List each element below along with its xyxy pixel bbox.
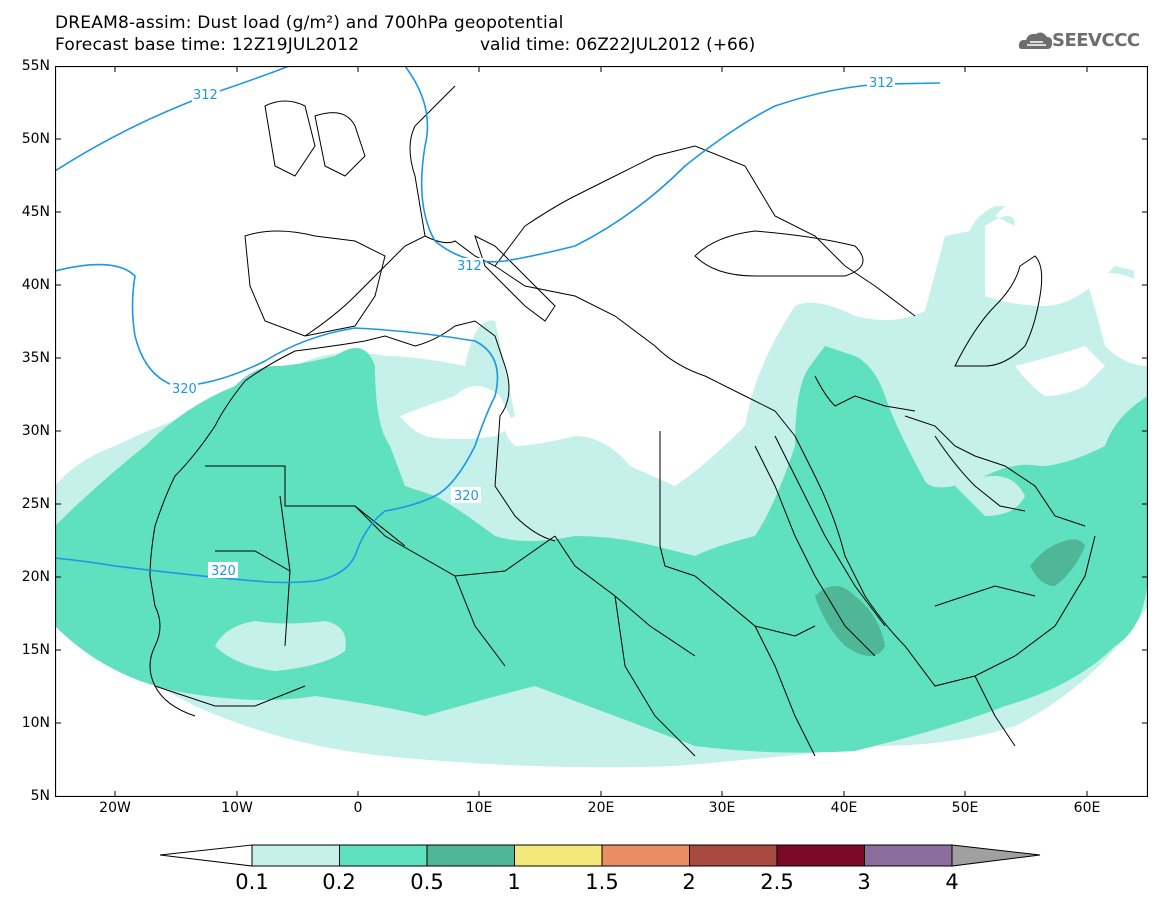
map-title: DREAM8-assim: Dust load (g/m²) and 700hP… <box>55 13 564 33</box>
coastlines <box>149 85 1096 757</box>
contour-label: 320 <box>454 489 479 504</box>
colorbar-label: 0.5 <box>410 870 444 894</box>
colorbar-swatch <box>251 844 340 867</box>
lat-label: 30N <box>21 423 50 439</box>
lon-label: 50E <box>951 800 979 816</box>
contour-label: 312 <box>193 88 218 103</box>
lat-label: 25N <box>21 496 50 512</box>
colorbar-label: 3 <box>857 870 871 894</box>
cloud-icon <box>1018 32 1053 49</box>
valid-time: valid time: 06Z22JUL2012 (+66) <box>480 35 756 55</box>
lon-label: 0 <box>353 800 363 816</box>
colorbar-label: 0.1 <box>235 870 269 894</box>
lon-label: 10W <box>221 800 253 816</box>
contour-label: 312 <box>869 76 894 91</box>
lat-label: 50N <box>21 131 50 147</box>
lat-label: 35N <box>21 350 50 366</box>
lon-label: 40E <box>830 800 858 816</box>
forecast-base-time: Forecast base time: 12Z19JUL2012 <box>55 35 360 55</box>
logo-text: SEEVCCC <box>1052 30 1140 51</box>
colorbar-label: 1 <box>507 870 521 894</box>
lat-label: 15N <box>21 642 50 658</box>
colorbar-swatch <box>514 844 603 867</box>
colorbar-swatch <box>601 844 690 867</box>
dust-map: 312 312 312 320 320 320 <box>55 66 1148 797</box>
lat-label: 55N <box>21 58 50 74</box>
colorbar-swatch <box>426 844 515 867</box>
colorbar-swatch <box>864 844 953 867</box>
colorbar-label: 4 <box>945 870 959 894</box>
contour-label: 312 <box>457 259 482 274</box>
colorbar-label: 2 <box>682 870 696 894</box>
lat-label: 5N <box>30 788 50 804</box>
colorbar <box>160 844 1041 867</box>
lon-label: 60E <box>1073 800 1101 816</box>
lat-label: 45N <box>21 204 50 220</box>
lon-label: 20W <box>99 800 131 816</box>
lon-label: 10E <box>465 800 493 816</box>
colorbar-swatch <box>689 844 778 867</box>
lon-label: 30E <box>708 800 736 816</box>
lon-label: 20E <box>587 800 615 816</box>
colorbar-swatch <box>776 844 865 867</box>
contour-label: 320 <box>172 382 197 397</box>
colorbar-max-arrow <box>951 844 1041 867</box>
lat-label: 20N <box>21 569 50 585</box>
contour-label: 320 <box>211 564 236 579</box>
lat-label: 10N <box>21 715 50 731</box>
colorbar-label: 1.5 <box>585 870 619 894</box>
contour-labels: 312 312 312 320 320 320 <box>170 75 895 579</box>
colorbar-label: 2.5 <box>760 870 794 894</box>
colorbar-label: 0.2 <box>322 870 356 894</box>
dust-area-heavy <box>815 586 885 656</box>
colorbar-swatch <box>339 844 428 867</box>
lat-label: 40N <box>21 277 50 293</box>
colorbar-min-arrow <box>160 844 253 867</box>
